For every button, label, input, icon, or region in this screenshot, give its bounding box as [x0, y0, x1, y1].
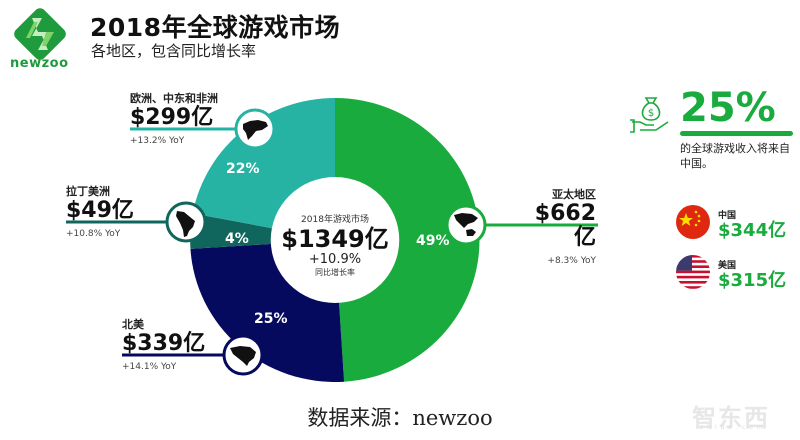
- money-bag-hand-icon: $: [630, 97, 669, 133]
- country-china: 中国 $344亿: [718, 208, 786, 241]
- watermark-logo: 智东西: [692, 404, 770, 432]
- region-callout-latin-america: 拉丁美洲 $49亿 +10.8% YoY: [66, 183, 134, 239]
- asia-pacific-map-icon: [445, 204, 487, 246]
- slice-label-emea: 22%: [226, 161, 260, 177]
- region-callout-emea: 欧洲、中东和非洲 $299亿 +13.2% YoY: [130, 90, 218, 146]
- country-name: 中国: [718, 211, 737, 221]
- data-source: 数据来源：newzoo: [307, 406, 493, 430]
- slice-label-asia-pacific: 49%: [416, 233, 450, 249]
- region-value: $339亿: [122, 331, 206, 356]
- region-yoy: +10.8% YoY: [66, 229, 121, 239]
- region-name: 欧洲、中东和非洲: [130, 92, 218, 105]
- country-value: $315亿: [718, 270, 787, 291]
- center-total: $1349亿: [281, 225, 389, 253]
- china-share-description: 的全球游戏收入将来自中国。: [680, 142, 790, 170]
- north-america-map-icon: [222, 334, 264, 376]
- region-value: $299亿: [130, 105, 214, 130]
- region-name: 亚太地区: [552, 188, 596, 201]
- region-value: $662亿: [534, 201, 596, 250]
- region-name: 拉丁美洲: [66, 185, 110, 198]
- country-usa: 美国 $315亿: [718, 258, 786, 291]
- south-america-map-icon: [165, 201, 207, 243]
- country-value: $344亿: [718, 220, 787, 241]
- region-yoy: +14.1% YoY: [122, 362, 177, 372]
- center-label: 2018年游戏市场: [301, 215, 369, 225]
- slice-label-north-america: 25%: [254, 311, 288, 327]
- region-yoy: +13.2% YoY: [130, 136, 185, 146]
- china-flag-icon: [676, 205, 710, 239]
- country-name: 美国: [718, 261, 737, 271]
- usa-flag-icon: [676, 255, 710, 289]
- brand-wordmark: newzoo: [10, 56, 69, 71]
- page-title: 2018年全球游戏市场: [90, 13, 341, 42]
- highlight-divider: [680, 131, 793, 136]
- svg-text:$: $: [648, 108, 654, 119]
- region-name: 北美: [122, 318, 144, 331]
- center-growth: +10.9%: [308, 252, 362, 267]
- europe-map-icon: [234, 108, 276, 150]
- watermark-url: zhidx.com: [700, 424, 767, 431]
- china-share-percent: 25%: [680, 85, 776, 131]
- region-callout-north-america: 北美 $339亿 +14.1% YoY: [122, 316, 205, 372]
- region-value: $49亿: [66, 198, 134, 223]
- page-subtitle: 各地区，包含同比增长率: [91, 42, 257, 60]
- donut-center-summary: 2018年游戏市场 $1349亿 +10.9% 同比增长率: [275, 212, 395, 278]
- center-growth-label: 同比增长率: [315, 268, 355, 277]
- slice-asia-pacific: [335, 98, 480, 382]
- region-callout-asia-pacific: 亚太地区 $662亿 +8.3% YoY: [518, 186, 596, 266]
- slice-label-latin-america: 4%: [225, 231, 249, 247]
- newzoo-logo-icon: [14, 8, 66, 60]
- region-yoy: +8.3% YoY: [547, 256, 596, 266]
